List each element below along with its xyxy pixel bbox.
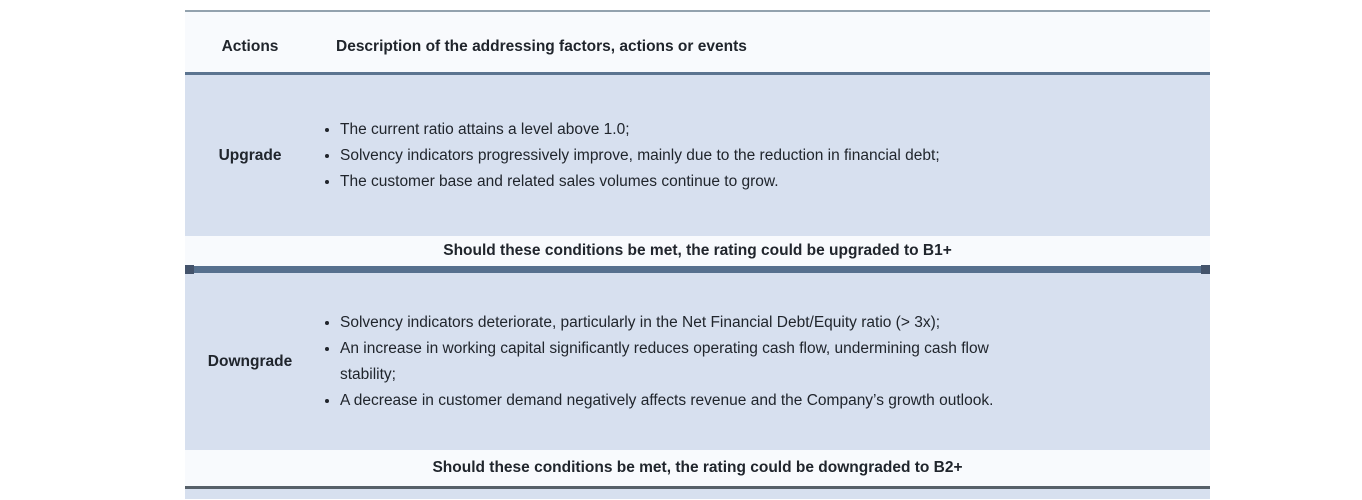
- divider-left-cap: [185, 265, 194, 274]
- divider-right-cap: [1201, 265, 1210, 274]
- upgrade-note-row: Should these conditions be met, the rati…: [185, 236, 1210, 266]
- upgrade-action-label: Upgrade: [218, 146, 282, 164]
- section-divider: [185, 265, 1210, 274]
- bullet-item: A decrease in customer demand negatively…: [340, 388, 993, 414]
- table-top-border: [185, 10, 1210, 12]
- rating-actions-table: Actions Description of the addressing fa…: [185, 10, 1210, 499]
- bullet-item: The customer base and related sales volu…: [340, 169, 940, 195]
- next-row-strip: [185, 489, 1210, 499]
- downgrade-note-text: Should these conditions be met, the rati…: [432, 459, 963, 476]
- downgrade-bullet-list: Solvency indicators deteriorate, particu…: [315, 310, 993, 414]
- header-description-label: Description of the addressing factors, a…: [336, 38, 747, 55]
- downgrade-row: Downgrade Solvency indicators deteriorat…: [185, 273, 1210, 450]
- downgrade-description-cell: Solvency indicators deteriorate, particu…: [315, 273, 1210, 450]
- table-bottom-border: [185, 486, 1210, 489]
- header-bottom-border: [185, 72, 1210, 75]
- upgrade-description-cell: The current ratio attains a level above …: [315, 75, 1210, 236]
- downgrade-action-label: Downgrade: [207, 352, 293, 370]
- bullet-item: An increase in working capital significa…: [340, 336, 993, 388]
- bullet-item: Solvency indicators deteriorate, particu…: [340, 310, 993, 336]
- downgrade-note-row: Should these conditions be met, the rati…: [185, 450, 1210, 486]
- table-header-row: Actions Description of the addressing fa…: [185, 12, 1210, 72]
- bullet-item: The current ratio attains a level above …: [340, 117, 940, 143]
- upgrade-note-text: Should these conditions be met, the rati…: [443, 242, 952, 259]
- upgrade-row: Upgrade The current ratio attains a leve…: [185, 75, 1210, 236]
- header-actions-label: Actions: [221, 38, 279, 55]
- upgrade-bullet-list: The current ratio attains a level above …: [315, 117, 940, 195]
- bullet-item: Solvency indicators progressively improv…: [340, 143, 940, 169]
